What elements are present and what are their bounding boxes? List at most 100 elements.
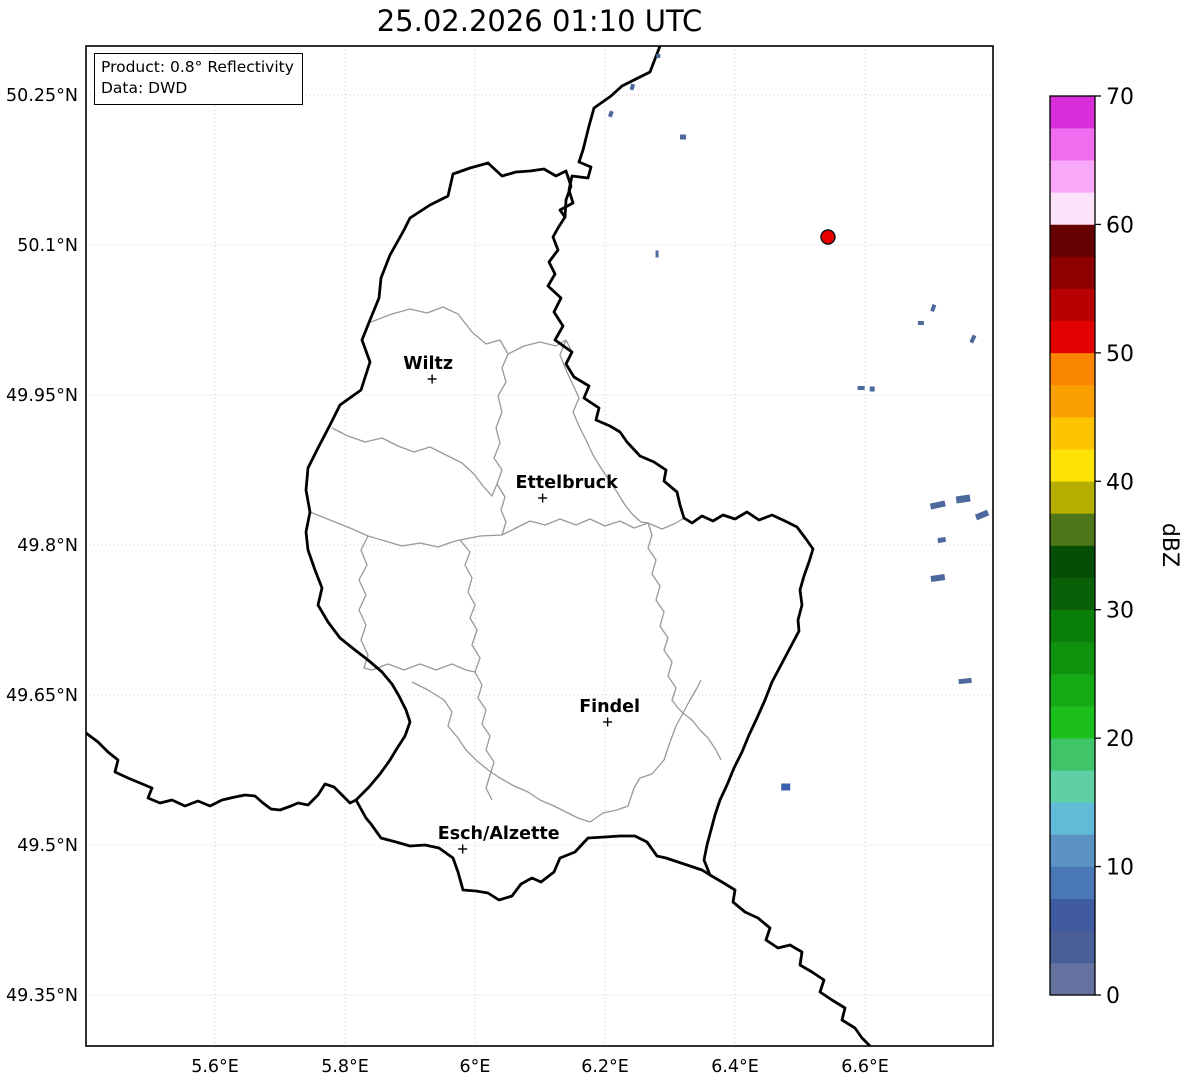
country-border — [86, 731, 358, 812]
colorbar-segment — [1050, 352, 1095, 386]
radar-echo — [629, 83, 636, 91]
colorbar-tick-label: 40 — [1106, 470, 1134, 495]
colorbar-segment — [1050, 737, 1095, 771]
lat-tick-label: 50.25°N — [6, 86, 78, 106]
district-border — [682, 712, 722, 761]
district-border — [559, 339, 649, 524]
district-border — [358, 535, 373, 671]
radar-echo — [781, 783, 791, 791]
country-border — [708, 873, 872, 1046]
radar-site-marker — [820, 229, 836, 245]
radar-echoes — [607, 54, 990, 791]
colorbar-tick-label: 20 — [1106, 727, 1134, 752]
city-label: Ettelbruck — [516, 473, 619, 493]
country-borders — [86, 46, 872, 1046]
colorbar-segment — [1050, 673, 1095, 707]
colorbar-segment — [1050, 288, 1095, 322]
colorbar-segment — [1050, 224, 1095, 257]
colorbar-segment — [1050, 480, 1095, 514]
lat-tick-label: 49.65°N — [6, 686, 78, 706]
colorbar-tick-label: 50 — [1106, 342, 1134, 367]
colorbar-segment — [1050, 95, 1095, 129]
district-border — [370, 306, 509, 355]
colorbar-segment — [1050, 769, 1095, 803]
colorbar-segment — [1050, 513, 1095, 546]
district-border — [647, 522, 684, 714]
colorbar-segment — [1050, 577, 1095, 611]
radar-echo — [857, 386, 865, 390]
lat-tick-label: 49.5°N — [17, 836, 78, 856]
colorbar-segment — [1050, 545, 1095, 578]
radar-echo — [655, 250, 659, 258]
colorbar: 0 10 20 30 40 50 60 70 — [1049, 85, 1134, 1009]
colorbar-tick-label: 30 — [1106, 599, 1134, 624]
lon-tick-label: 5.6°E — [191, 1057, 239, 1077]
radar-echo — [680, 134, 687, 140]
product-info-line1: Product: 0.8° Reflectivity — [101, 58, 294, 76]
axis-tick-labels: 50.25°N 50.1°N 49.95°N 49.8°N 49.65°N 49.5°N 4… — [6, 86, 889, 1077]
lon-tick-label: 6.6°E — [841, 1057, 889, 1077]
radar-echo — [656, 54, 661, 58]
lat-tick-label: 49.8°N — [17, 536, 78, 556]
colorbar-frame — [1049, 95, 1096, 996]
radar-echo — [955, 494, 971, 504]
radar-echo — [969, 334, 977, 344]
radar-echo — [917, 321, 924, 325]
radar-echo — [958, 677, 972, 685]
radar-site-dot — [820, 229, 836, 245]
lon-tick-label: 6.2°E — [581, 1057, 629, 1077]
colorbar-tick-label: 70 — [1106, 85, 1134, 110]
colorbar-segment — [1050, 384, 1095, 418]
colorbar-tick-label: 60 — [1106, 213, 1134, 238]
district-border — [507, 339, 573, 355]
colorbar-segment — [1050, 898, 1095, 932]
district-border — [411, 679, 702, 823]
district-borders — [309, 306, 722, 823]
city-label: Findel — [579, 697, 640, 717]
radar-echo — [930, 574, 946, 582]
colorbar-segment — [1050, 930, 1095, 964]
colorbar-segment — [1050, 192, 1095, 225]
country-border — [304, 161, 815, 902]
colorbar-segment — [1050, 448, 1095, 482]
product-info-line2: Data: DWD — [101, 79, 188, 98]
plot-frame — [85, 45, 994, 1047]
colorbar-tick-label: 0 — [1106, 984, 1120, 1009]
radar-echo — [869, 386, 875, 392]
district-border — [371, 663, 476, 673]
colorbar-segment — [1050, 127, 1095, 161]
lon-tick-label: 5.8°E — [321, 1057, 369, 1077]
city-label: Wiltz — [403, 354, 453, 374]
country-border — [558, 46, 662, 219]
colorbar-segment — [1050, 834, 1095, 867]
radar-echo — [937, 536, 947, 544]
lat-tick-label: 49.95°N — [6, 386, 78, 406]
district-border — [309, 511, 503, 548]
radar-echo — [929, 500, 946, 510]
figure-title: 25.02.2026 01:10 UTC — [376, 4, 703, 38]
lon-tick-label: 6.4°E — [711, 1057, 759, 1077]
lon-tick-label: 6°E — [460, 1057, 491, 1077]
gridlines — [86, 46, 993, 1046]
colorbar-segment — [1050, 641, 1095, 675]
colorbar-segment — [1050, 256, 1095, 289]
district-border — [331, 427, 498, 497]
colorbar-segment — [1050, 802, 1095, 835]
city-markers: Wiltz Ettelbruck Findel Esch/Alzette — [403, 354, 640, 854]
radar-echo — [930, 304, 937, 312]
colorbar-segment — [1050, 705, 1095, 739]
lat-tick-label: 50.1°N — [17, 236, 78, 256]
colorbar-tick-label: 10 — [1106, 856, 1134, 881]
district-border — [501, 517, 685, 536]
district-border — [493, 353, 509, 536]
lat-tick-label: 49.35°N — [6, 986, 78, 1006]
colorbar-axis-label: dBZ — [1157, 523, 1182, 567]
product-info-box: Product: 0.8° Reflectivity Data: DWD — [94, 53, 303, 105]
colorbar-segment — [1050, 320, 1095, 354]
radar-echo — [974, 509, 990, 521]
colorbar-segment — [1050, 866, 1095, 899]
colorbar-segment — [1050, 962, 1095, 996]
radar-echo — [607, 110, 614, 118]
